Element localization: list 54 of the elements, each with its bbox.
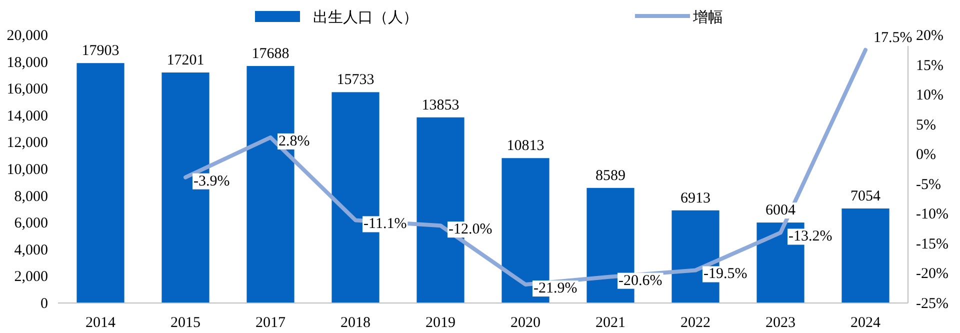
x-tick-label: 2019 [426,315,456,331]
x-tick-label: 2024 [850,315,881,331]
y2-tick-label: -25% [916,296,948,312]
x-tick-label: 2022 [680,315,710,331]
x-tick-label: 2014 [86,315,116,331]
y-tick-label: 10,000 [6,162,48,178]
x-tick-label: 2021 [596,315,626,331]
data-label: 10813 [506,138,544,154]
data-label: -20.6% [618,272,662,289]
y-tick-label: 14,000 [6,108,48,124]
x-tick-label: 2015 [170,315,200,331]
y2-tick-label: -10% [916,206,948,223]
data-label: 17688 [252,46,290,62]
y2-tick-label: -15% [916,236,948,252]
data-label: -21.9% [534,280,578,297]
data-label: 6913 [680,190,710,206]
data-label: 7054 [850,188,881,204]
y2-tick-label: 10% [916,88,944,104]
x-tick-label: 2017 [256,315,286,331]
y-tick-label: 0 [40,296,48,312]
bar [842,208,890,303]
x-tick-label: 2020 [510,315,540,331]
data-label: -13.2% [788,228,832,245]
data-label: 6004 [766,202,796,219]
y-tick-label: 20,000 [6,28,48,44]
y-tick-label: 2,000 [14,269,48,286]
data-label: 15733 [336,72,374,88]
y2-tick-label: 20% [916,28,944,44]
data-label: -3.9% [194,173,230,190]
x-tick-label: 2018 [340,315,370,331]
y2-tick-label: -20% [916,266,948,282]
data-label: 13853 [422,97,460,114]
y2-tick-label: 15% [916,58,944,74]
y-tick-label: 4,000 [14,242,48,258]
data-label: 17201 [166,52,204,69]
y-tick-label: 8,000 [14,188,48,205]
legend-label: 出生人口（人） [313,9,418,26]
y-tick-label: 18,000 [6,54,48,71]
data-label: 2.8% [278,133,310,150]
x-tick-label: 2023 [766,315,796,331]
data-label: -11.1% [364,216,407,232]
data-label: 8589 [596,168,626,184]
bar [76,63,124,303]
data-label: -19.5% [704,266,748,282]
data-label: -12.0% [448,222,492,238]
y2-tick-label: 0% [916,147,936,164]
y-tick-label: 16,000 [6,82,48,98]
data-label: 17.5% [874,30,912,46]
y2-tick-label: 5% [916,117,936,134]
legend-label: 增幅 [692,9,723,26]
y-tick-label: 6,000 [14,216,48,232]
data-label: 17903 [82,43,120,60]
y2-tick-label: -5% [916,176,941,193]
y-tick-label: 12,000 [6,135,48,152]
